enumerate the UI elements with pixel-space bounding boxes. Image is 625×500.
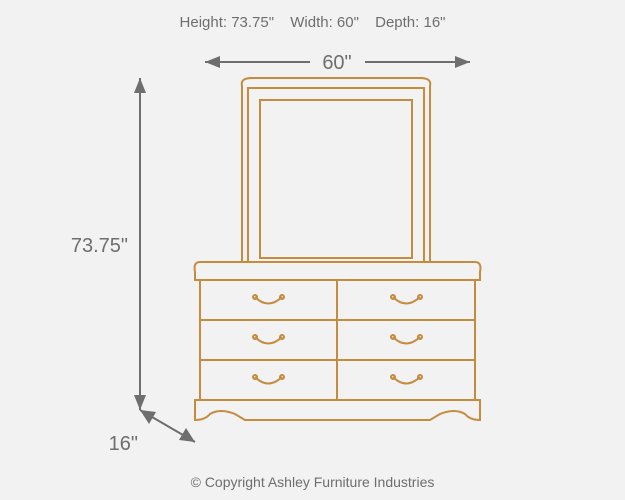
furniture-diagram: 60" 73.75" 16" [0, 0, 625, 500]
height-value: 73.75" [71, 235, 128, 257]
footer-copyright: © Copyright Ashley Furniture Industries [0, 474, 625, 490]
width-dimension: 60" [205, 50, 470, 74]
height-dimension: 73.75" [71, 78, 146, 410]
depth-dimension: 16" [109, 410, 195, 455]
dresser [195, 262, 481, 420]
width-value: 60" [322, 52, 351, 74]
mirror [242, 78, 431, 262]
depth-value: 16" [109, 433, 138, 455]
